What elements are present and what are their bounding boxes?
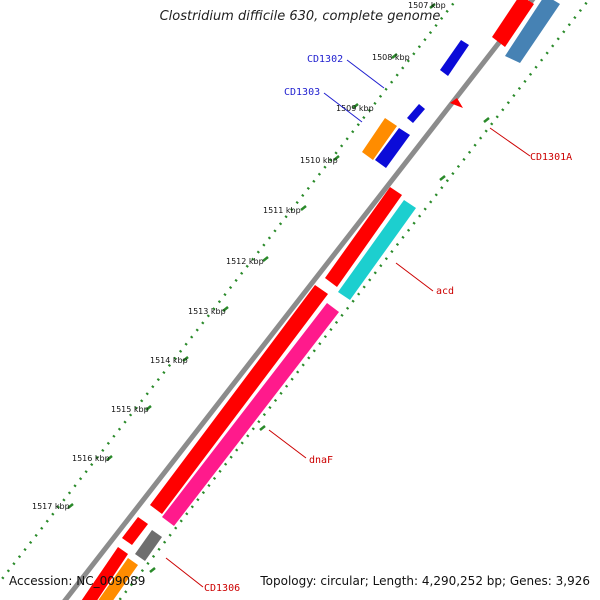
major-ticks <box>67 3 490 573</box>
tick-track-outer <box>0 0 458 584</box>
gene-red-long[interactable] <box>150 285 328 514</box>
gene-red-bottom-1[interactable] <box>122 517 148 545</box>
leader-acd <box>395 262 434 292</box>
gene-label-dnaf[interactable]: dnaF <box>309 455 333 466</box>
gene-dnaf[interactable] <box>162 303 339 526</box>
tick-label: 1514 kbp <box>150 356 188 365</box>
accession-text: Accession: NC_009089 <box>9 574 146 588</box>
gene-label-acd[interactable]: acd <box>436 286 454 297</box>
genome-backbone <box>62 0 536 600</box>
map-title: Clostridium difficile 630, complete geno… <box>159 9 441 24</box>
gene-gray[interactable] <box>135 530 162 561</box>
gene-label-cd1301a[interactable]: CD1301A <box>530 152 572 163</box>
tick-label: 1512 kbp <box>226 257 264 266</box>
leader-cd1303 <box>323 92 363 123</box>
tick-label: 1511 kbp <box>263 206 301 215</box>
gene-cd1301[interactable] <box>440 40 469 76</box>
tick-label: 1516 kbp <box>72 454 110 463</box>
gene-label-cd1302[interactable]: CD1302 <box>307 54 343 65</box>
gene-cd1306[interactable] <box>90 558 138 600</box>
gene-steelblue-top[interactable] <box>505 0 560 63</box>
gene-acd[interactable] <box>338 200 416 300</box>
leader-cd1302 <box>346 59 385 89</box>
gene-cd1302[interactable] <box>407 104 425 123</box>
leader-cd1301a <box>489 127 531 157</box>
leader-dnaf <box>268 429 307 459</box>
tick-label: 1510 kbp <box>300 156 338 165</box>
gene-cd1301a[interactable] <box>450 98 463 108</box>
gene-red-acd[interactable] <box>325 187 402 287</box>
tick-label: 1515 kbp <box>111 405 149 414</box>
gene-red-top[interactable] <box>492 0 534 47</box>
gene-cd1303[interactable] <box>375 128 410 168</box>
tick-label: 1513 kbp <box>188 307 226 316</box>
tick-label: 1509 kbp <box>336 104 374 113</box>
tick-label: 1508 kbp <box>372 53 410 62</box>
genome-summary: Topology: circular; Length: 4,290,252 bp… <box>260 574 590 588</box>
gene-label-cd1303[interactable]: CD1303 <box>284 87 320 98</box>
gene-label-cd1306[interactable]: CD1306 <box>204 583 240 594</box>
leader-cd1306 <box>165 557 204 588</box>
tick-label: 1517 kbp <box>32 502 70 511</box>
gene-orange-1[interactable] <box>362 118 397 160</box>
tick-label: 1507 kbp <box>408 1 446 10</box>
gene-red-bottom-2[interactable] <box>75 547 128 600</box>
